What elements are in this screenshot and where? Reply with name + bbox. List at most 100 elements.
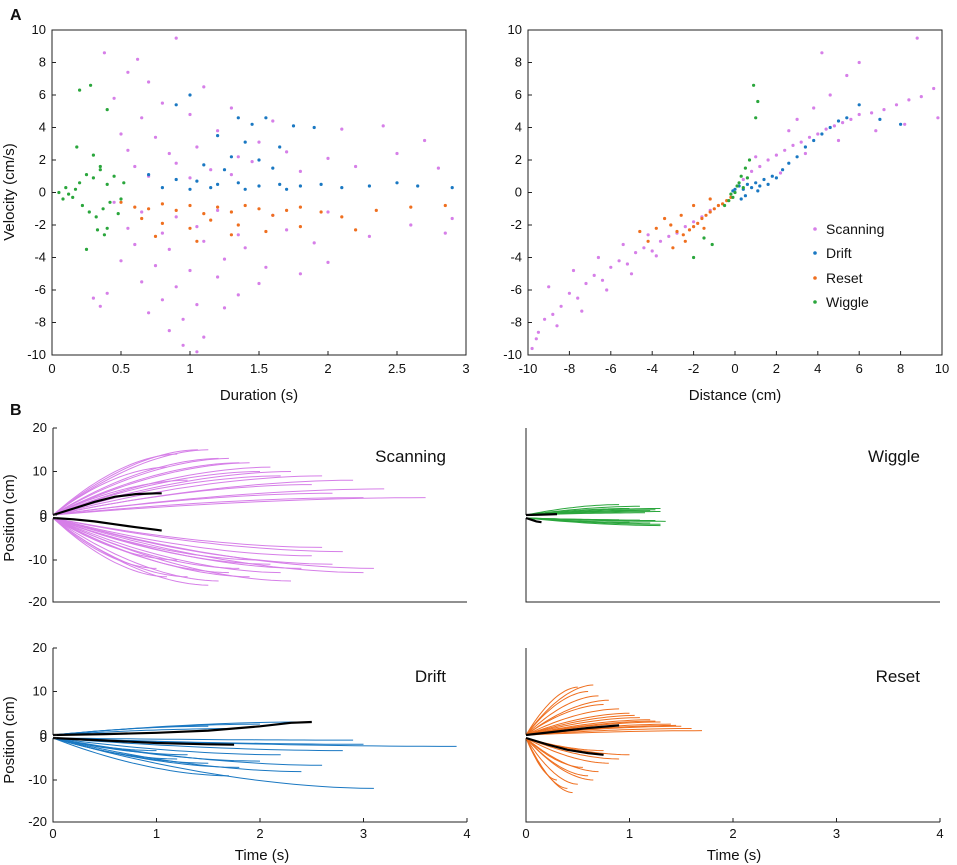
- point-drift: [188, 93, 192, 97]
- point-scanning: [102, 51, 106, 55]
- point-reset: [257, 207, 261, 211]
- point-reset: [692, 203, 696, 208]
- legend-label-drift: Drift: [826, 245, 852, 261]
- trace-reset-top: [525, 704, 604, 736]
- y-axis-label: Position (cm): [1, 696, 18, 784]
- point-scanning: [629, 272, 634, 276]
- point-scanning: [312, 241, 316, 245]
- point-drift: [264, 116, 268, 120]
- point-scanning: [932, 86, 936, 91]
- point-scanning: [195, 303, 199, 307]
- trace-scanning-top: [52, 449, 198, 516]
- point-reset: [681, 233, 685, 237]
- point-scanning: [536, 330, 541, 334]
- point-scanning: [857, 60, 861, 65]
- point-reset: [687, 228, 692, 232]
- point-wiggle: [75, 145, 79, 149]
- point-reset: [271, 213, 275, 217]
- point-scanning: [450, 216, 454, 221]
- trace-scanning-bottom: [52, 517, 219, 582]
- trace-reset-bottom: [525, 737, 609, 764]
- point-reset: [174, 208, 178, 212]
- mean-trace-top: [52, 720, 312, 737]
- trace-scanning-bottom: [52, 517, 374, 569]
- x-tick-label: 4: [936, 826, 943, 841]
- point-scanning: [264, 265, 268, 269]
- point-scanning: [555, 324, 559, 328]
- point-reset: [646, 239, 650, 243]
- point-scanning: [596, 255, 601, 260]
- point-scanning: [181, 317, 185, 321]
- point-reset: [409, 205, 413, 209]
- point-scanning: [654, 254, 658, 258]
- point-drift: [202, 163, 206, 167]
- y-tick-label-bottom: 0: [40, 510, 47, 525]
- point-wiggle: [101, 207, 105, 211]
- point-wiggle: [91, 153, 95, 157]
- trace-reset-bottom: [525, 737, 594, 781]
- point-scanning: [140, 280, 144, 284]
- point-drift: [319, 182, 323, 186]
- point-wiggle: [727, 199, 731, 203]
- y-tick-label: 2: [39, 152, 46, 167]
- y-tick-label: -10: [503, 347, 522, 362]
- point-scanning: [160, 101, 164, 105]
- point-drift: [836, 119, 841, 123]
- point-scanning: [882, 108, 886, 112]
- point-scanning: [580, 309, 584, 313]
- y-tick-label: 0: [515, 185, 522, 200]
- point-scanning: [571, 268, 576, 273]
- mean-trace-bottom: [52, 736, 235, 746]
- y-tick-label: -4: [34, 250, 46, 265]
- point-drift: [878, 117, 882, 121]
- point-scanning: [147, 80, 151, 84]
- x-tick-label: 0: [48, 361, 55, 376]
- point-scanning: [236, 233, 240, 237]
- point-scanning: [625, 262, 630, 266]
- trace-scanning-bottom: [52, 517, 312, 557]
- point-drift: [298, 184, 302, 188]
- trace-reset-top: [525, 708, 620, 736]
- point-scanning: [658, 239, 663, 243]
- point-scanning: [543, 317, 547, 321]
- trace-wiggle-top: [525, 504, 620, 516]
- point-wiggle: [112, 174, 116, 178]
- point-wiggle: [108, 200, 112, 204]
- point-drift: [236, 116, 240, 120]
- point-scanning: [243, 246, 247, 250]
- point-wiggle: [116, 212, 120, 216]
- point-scanning: [112, 200, 116, 204]
- point-scanning: [271, 119, 275, 123]
- point-scanning: [98, 304, 102, 308]
- point-wiggle: [752, 83, 756, 87]
- y-tick-label-top: 10: [33, 464, 47, 479]
- point-scanning: [741, 177, 745, 182]
- point-wiggle: [119, 197, 123, 201]
- point-wiggle: [729, 192, 733, 196]
- point-scanning: [136, 57, 140, 61]
- point-scanning: [820, 51, 824, 55]
- x-tick-label: 1: [626, 826, 633, 841]
- point-scanning: [119, 259, 123, 263]
- trace-wiggle-bottom: [525, 517, 651, 524]
- point-scanning: [754, 155, 758, 159]
- x-tick-label: 1: [186, 361, 193, 376]
- point-scanning: [919, 95, 923, 99]
- y-tick-label: -6: [34, 282, 46, 297]
- series-name: Scanning: [375, 447, 446, 466]
- point-scanning: [915, 36, 919, 40]
- x-tick-label: 0: [522, 826, 529, 841]
- trace-scanning-top: [52, 462, 250, 516]
- point-scanning: [160, 298, 164, 302]
- x-tick-label: 3: [833, 826, 840, 841]
- point-scanning: [112, 96, 116, 100]
- point-wiggle: [61, 197, 65, 201]
- mean-trace-top: [525, 513, 558, 517]
- point-drift: [312, 125, 316, 130]
- point-wiggle: [105, 182, 109, 186]
- trace-reset-top: [525, 712, 630, 736]
- point-drift: [285, 187, 289, 191]
- y-tick-label: 0: [39, 185, 46, 200]
- y-tick-label: -8: [510, 315, 522, 330]
